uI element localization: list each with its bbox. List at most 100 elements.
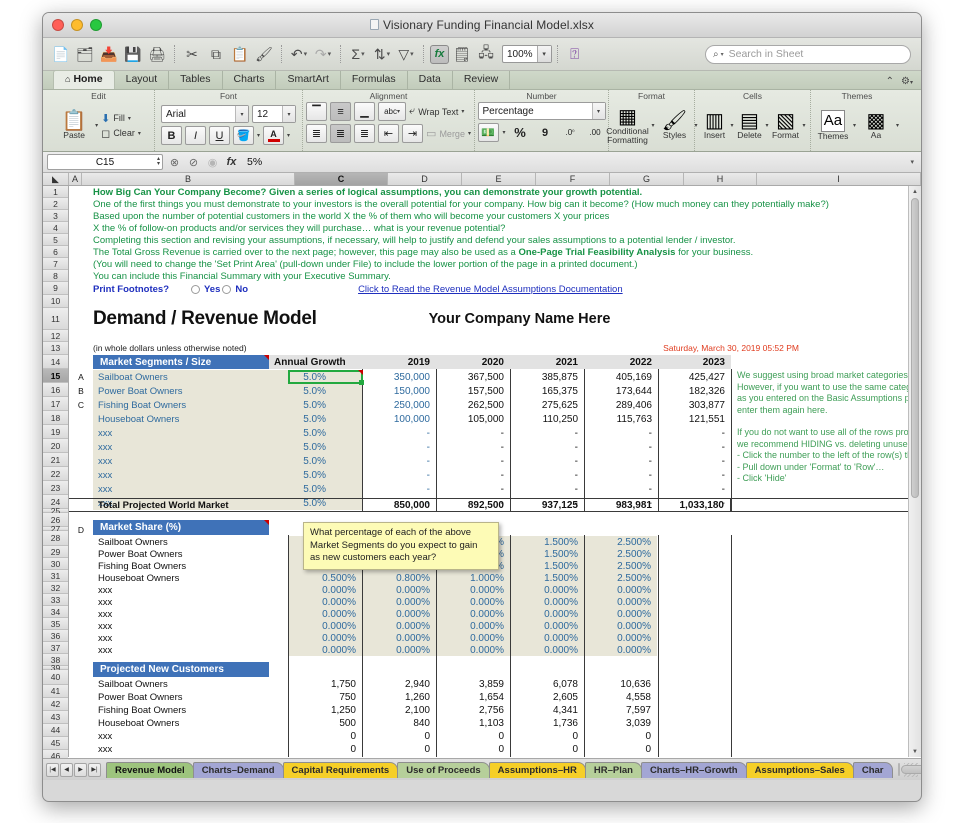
- row-header-28[interactable]: 28: [43, 531, 68, 546]
- align-right-button[interactable]: ≣: [354, 124, 376, 143]
- table-row[interactable]: B Power Boat Owners 5.0% 150,000 157,500 165,…: [69, 384, 921, 398]
- table-row[interactable]: xxx 5.0% - - - - -: [69, 482, 921, 496]
- tab-data[interactable]: Data: [408, 71, 453, 89]
- row-header-10[interactable]: 10: [43, 295, 68, 308]
- gear-icon[interactable]: ⚙▾: [901, 76, 913, 87]
- row-header-30[interactable]: 30: [43, 558, 68, 570]
- merge-button[interactable]: ▭ Merge ▾: [426, 127, 471, 140]
- row-header-39[interactable]: 39: [43, 663, 68, 673]
- share-segment-name[interactable]: xxx: [98, 608, 113, 620]
- function-wizard-icon[interactable]: ◉: [207, 156, 218, 169]
- row-header-35[interactable]: 35: [43, 618, 68, 630]
- segment-name[interactable]: xxx: [93, 482, 269, 496]
- row-header-8[interactable]: 8: [43, 270, 68, 282]
- row-header-36[interactable]: 36: [43, 630, 68, 642]
- segment-name[interactable]: xxx: [93, 454, 269, 468]
- row-header-5[interactable]: 5: [43, 234, 68, 246]
- help-icon[interactable]: ⍰: [570, 45, 580, 63]
- table-row[interactable]: xxx 5.0% - - - - -: [69, 440, 921, 454]
- chevron-down-icon[interactable]: ▾: [287, 133, 291, 139]
- text-styles-button[interactable]: ▩ Aa: [858, 111, 894, 140]
- formula-input[interactable]: 5%: [247, 156, 263, 168]
- insert-cells-button[interactable]: ▥ Insert: [699, 111, 729, 140]
- row-header-1[interactable]: 1: [43, 186, 68, 198]
- font-color-button[interactable]: A: [263, 126, 285, 145]
- sort-icon[interactable]: ⇅ ▾: [373, 45, 391, 62]
- row-header-21[interactable]: 21: [43, 453, 68, 467]
- row-header-12[interactable]: 12: [43, 330, 68, 342]
- customer-segment-name[interactable]: Houseboat Owners: [98, 718, 180, 729]
- table-row[interactable]: A Sailboat Owners 5.0% 350,000 367,500 385,87…: [69, 370, 921, 384]
- scroll-up-icon[interactable]: ▲: [912, 188, 918, 195]
- number-format-select[interactable]: Percentage ▾: [477, 102, 606, 120]
- fill-color-button[interactable]: 🪣: [233, 126, 254, 145]
- tab-home[interactable]: ⌂ Home: [53, 70, 115, 89]
- row-header-2[interactable]: 2: [43, 198, 68, 210]
- row-header-20[interactable]: 20: [43, 439, 68, 453]
- row-header-13[interactable]: 13: [43, 342, 68, 355]
- sheet-tab-assumptions-hr[interactable]: Assumptions–HR: [488, 761, 586, 778]
- sheet-tab-use-of-proceeds[interactable]: Use of Proceeds: [397, 761, 490, 778]
- table-row[interactable]: xxx 0.000% 0.000% 0.000% 0.000% 0.000%: [69, 620, 921, 632]
- chevron-up-icon[interactable]: ⌃: [885, 76, 895, 87]
- table-row[interactable]: xxx 0.000% 0.000% 0.000% 0.000% 0.000%: [69, 632, 921, 644]
- currency-button[interactable]: 💵: [477, 123, 499, 142]
- row-header-37[interactable]: 37: [43, 642, 68, 654]
- annual-growth-value[interactable]: 5.0%: [269, 398, 344, 412]
- customer-segment-name[interactable]: xxx: [98, 744, 113, 755]
- table-row[interactable]: C Fishing Boat Owners 5.0% 250,000 262,500 27…: [69, 398, 921, 412]
- chevron-down-icon[interactable]: ▾: [137, 130, 141, 137]
- table-row[interactable]: xxx 5.0% - - - - -: [69, 468, 921, 482]
- table-row[interactable]: Sailboat Owners 1,750 2,940 3,859 6,078 10,63…: [69, 678, 921, 691]
- table-row[interactable]: xxx 0.000% 0.000% 0.000% 0.000% 0.000%: [69, 608, 921, 620]
- row-header-41[interactable]: 41: [43, 685, 68, 698]
- clear-button[interactable]: ◻ Clear ▾: [101, 127, 141, 140]
- font-family-input[interactable]: Arial ▾: [161, 105, 249, 123]
- paste-button[interactable]: 📋 Paste: [56, 111, 92, 140]
- table-row[interactable]: xxx 5.0% - - - - -: [69, 496, 921, 510]
- undo-icon[interactable]: ↶ ▾: [290, 45, 308, 62]
- row-header-34[interactable]: 34: [43, 606, 68, 618]
- annual-growth-value[interactable]: 5.0%: [269, 426, 344, 440]
- media-icon[interactable]: 🖧: [478, 44, 494, 60]
- row-header-45[interactable]: 45: [43, 737, 68, 750]
- annual-growth-value[interactable]: 5.0%: [269, 482, 344, 496]
- first-sheet-icon[interactable]: |◀: [46, 762, 59, 777]
- row-header-17[interactable]: 17: [43, 397, 68, 411]
- row-header-23[interactable]: 23: [43, 481, 68, 495]
- customer-segment-name[interactable]: Power Boat Owners: [98, 692, 183, 703]
- radio-yes[interactable]: [191, 284, 200, 294]
- percent-style-button[interactable]: %: [510, 123, 531, 142]
- row-header-26[interactable]: 26: [43, 513, 68, 527]
- wrap-text-button[interactable]: ⤶ Wrap Text ▾: [409, 105, 464, 118]
- fx-icon[interactable]: fx: [226, 156, 237, 168]
- table-row[interactable]: Houseboat Owners 5.0% 100,000 105,000 110,25…: [69, 412, 921, 426]
- chevron-down-icon[interactable]: ▾: [910, 159, 914, 166]
- row-header-32[interactable]: 32: [43, 582, 68, 594]
- row-header-27[interactable]: 27: [43, 524, 68, 534]
- share-segment-name[interactable]: xxx: [98, 644, 113, 656]
- chevron-down-icon[interactable]: ▾: [235, 106, 248, 122]
- format-cells-button[interactable]: ▧ Format: [770, 111, 802, 140]
- autosum-icon[interactable]: Σ ▾: [351, 46, 365, 62]
- filter-icon[interactable]: ▽ ▾: [398, 45, 414, 62]
- column-header-A[interactable]: A: [69, 173, 82, 185]
- customer-segment-name[interactable]: xxx: [93, 756, 288, 758]
- paste-icon[interactable]: 📋: [231, 45, 249, 62]
- share-segment-name[interactable]: xxx: [98, 596, 113, 608]
- segment-name[interactable]: xxx: [93, 496, 269, 510]
- tab-layout[interactable]: Layout: [115, 71, 170, 89]
- chevron-down-icon[interactable]: ▾: [591, 103, 605, 119]
- customer-segment-name[interactable]: Fishing Boat Owners: [98, 705, 187, 716]
- sheet-tab-charts-hr-growth[interactable]: Charts–HR–Growth: [640, 761, 747, 778]
- annual-growth-value[interactable]: 5.0%: [269, 496, 344, 510]
- name-box[interactable]: C15 ▴ ▾: [47, 154, 163, 170]
- row-header-16[interactable]: 16: [43, 383, 68, 397]
- row-header-19[interactable]: 19: [43, 425, 68, 439]
- search-input[interactable]: ⌕ ▾ Search in Sheet: [705, 44, 911, 64]
- table-row[interactable]: xxx 0.000% 0.000% 0.000% 0.000% 0.000%: [69, 596, 921, 608]
- align-left-button[interactable]: ≣: [306, 124, 328, 143]
- sheet-tab-capital-requirements[interactable]: Capital Requirements: [282, 761, 399, 778]
- chevron-down-icon[interactable]: ▾: [257, 133, 261, 139]
